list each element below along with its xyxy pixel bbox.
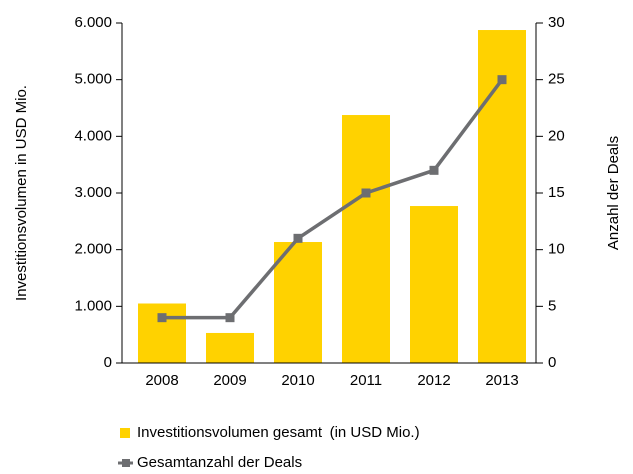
line [162,78,504,320]
y2-tick-label: 10 [548,241,565,258]
bar [410,206,458,363]
x-tick-label: 2008 [145,372,178,389]
bar [274,242,322,363]
x-tick-label: 2010 [281,372,314,389]
x-tick-label: 2012 [417,372,450,389]
y-tick-label: 5.000 [74,71,112,88]
line-marker [293,233,303,243]
y2-axis-title: Anzahl der Deals [605,136,622,250]
y2-tick-label: 30 [548,14,565,31]
x-tick-label: 2011 [350,372,382,389]
y-tick-label: 3.000 [74,184,112,201]
line-marker [429,165,439,175]
bar [206,332,254,363]
y-tick-label: 6.000 [74,14,112,31]
y2-tick-label: 15 [548,184,565,201]
legend-label: Investitionsvolumen gesamt (in USD Mio.) [137,424,420,441]
legend-swatch [120,428,130,438]
y-tick-label: 4.000 [74,127,112,144]
legend-marker [122,459,130,467]
bar [342,115,390,363]
y-tick-label: 0 [104,354,112,371]
legend-label: Gesamtanzahl der Deals [137,454,302,471]
y-axis-title: Investitionsvolumen in USD Mio. [13,85,30,301]
y2-tick-label: 5 [548,297,556,314]
line-marker [361,188,371,198]
line-marker [497,75,507,85]
bar [478,30,526,363]
x-tick-label: 2009 [213,372,246,389]
bar [138,303,186,363]
y2-tick-label: 20 [548,127,565,144]
line-marker [157,313,167,323]
x-tick-label: 2013 [485,372,518,389]
y-tick-label: 1.000 [74,297,112,314]
y-tick-label: 2.000 [74,241,112,258]
y2-tick-label: 0 [548,354,556,371]
line-marker [225,313,235,323]
y2-tick-label: 25 [548,71,565,88]
